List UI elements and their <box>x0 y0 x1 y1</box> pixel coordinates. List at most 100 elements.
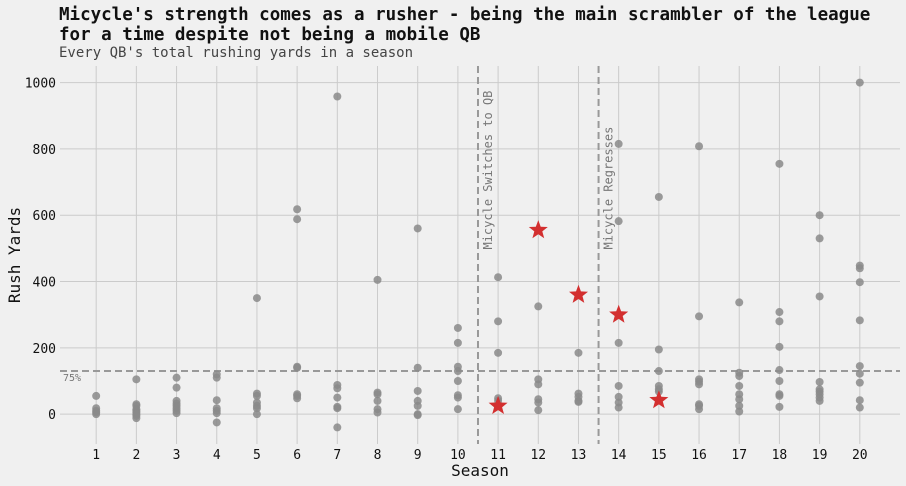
qb-season-point <box>92 410 101 419</box>
micycle-season-star <box>649 390 669 409</box>
qb-season-point <box>333 384 342 393</box>
qb-season-point <box>855 316 864 325</box>
qb-season-point <box>252 410 261 419</box>
qb-season-point <box>695 380 704 389</box>
event-annotation: Micycle Regresses <box>602 127 616 250</box>
qb-season-point <box>815 292 824 301</box>
qb-season-point <box>373 408 382 417</box>
qb-season-point <box>453 338 462 347</box>
qb-season-point <box>614 392 623 401</box>
qb-season-point <box>534 398 543 407</box>
y-tick-label: 600 <box>33 209 56 224</box>
qb-season-point <box>534 380 543 389</box>
y-axis-label: Rush Yards <box>5 207 24 303</box>
qb-season-point <box>815 234 824 243</box>
event-annotation: Micycle Switches to QB <box>481 91 495 250</box>
qb-season-point <box>574 348 583 357</box>
x-tick-label: 8 <box>374 448 382 463</box>
x-tick-label: 11 <box>490 448 506 463</box>
qb-season-point <box>775 366 784 375</box>
qb-season-point <box>453 323 462 332</box>
qb-season-point <box>132 414 141 423</box>
qb-season-point <box>775 377 784 385</box>
x-tick-label: 17 <box>731 448 747 463</box>
qb-season-point <box>333 92 342 101</box>
qb-season-point <box>614 403 623 412</box>
y-tick-label: 1000 <box>25 77 56 92</box>
x-tick-label: 16 <box>691 448 707 463</box>
qb-season-point <box>614 338 623 347</box>
qb-season-point <box>855 78 864 87</box>
qb-season-point <box>855 362 864 371</box>
qb-season-point <box>172 409 181 418</box>
qb-season-point <box>614 217 623 226</box>
qb-season-point <box>534 406 543 415</box>
qb-season-point <box>212 409 221 418</box>
qb-season-point <box>735 395 744 404</box>
qb-season-point <box>413 363 422 372</box>
qb-season-point <box>494 317 503 326</box>
qb-season-point <box>815 377 824 386</box>
qb-season-point <box>293 363 302 372</box>
qb-season-point <box>212 418 221 427</box>
x-tick-label: 18 <box>772 448 788 463</box>
qb-season-point <box>252 391 261 400</box>
qb-season-point <box>735 298 744 307</box>
qb-season-point <box>413 411 422 420</box>
y-tick-label: 200 <box>33 342 56 357</box>
x-tick-label: 4 <box>213 448 221 463</box>
x-tick-label: 1 <box>92 448 100 463</box>
qb-season-point <box>333 393 342 402</box>
qb-season-point <box>453 377 462 385</box>
x-tick-label: 12 <box>530 448 546 463</box>
qb-season-point <box>695 405 704 414</box>
qb-season-point <box>735 372 744 381</box>
x-tick-label: 14 <box>611 448 627 463</box>
qb-season-point <box>855 278 864 287</box>
qb-season-point <box>373 275 382 284</box>
y-tick-label: 400 <box>33 276 56 291</box>
qb-season-point <box>92 391 101 400</box>
x-tick-label: 6 <box>293 448 301 463</box>
percentile-75-label: 75% <box>63 373 81 384</box>
qb-season-point <box>735 401 744 410</box>
qb-season-point <box>413 224 422 233</box>
qb-season-point <box>614 381 623 390</box>
x-tick-label: 7 <box>333 448 341 463</box>
qb-season-point <box>614 139 623 148</box>
qb-season-point <box>855 403 864 412</box>
qb-season-point <box>654 345 663 354</box>
x-tick-label: 13 <box>571 448 587 463</box>
qb-season-point <box>574 397 583 406</box>
qb-season-point <box>373 390 382 399</box>
qb-season-point <box>775 391 784 400</box>
qb-season-point <box>333 404 342 413</box>
x-tick-label: 2 <box>132 448 140 463</box>
qb-season-point <box>494 273 503 282</box>
x-tick-label: 19 <box>812 448 828 463</box>
x-tick-label: 15 <box>651 448 667 463</box>
qb-season-point <box>172 383 181 392</box>
qb-season-point <box>132 375 141 384</box>
qb-season-point <box>172 373 181 382</box>
micycle-season-star <box>528 220 548 239</box>
qb-season-point <box>855 369 864 378</box>
qb-season-point <box>293 394 302 403</box>
x-tick-label: 9 <box>414 448 422 463</box>
qb-season-point <box>855 396 864 405</box>
y-tick-label: 800 <box>33 143 56 158</box>
qb-season-point <box>775 402 784 411</box>
qb-season-point <box>775 159 784 168</box>
qb-season-point <box>534 302 543 311</box>
qb-season-point <box>212 373 221 382</box>
x-tick-label: 10 <box>450 448 466 463</box>
qb-season-point <box>695 312 704 321</box>
qb-season-point <box>252 404 261 413</box>
qb-season-point <box>293 205 302 214</box>
qb-season-point <box>735 381 744 390</box>
qb-season-point <box>413 386 422 395</box>
qb-season-point <box>815 396 824 405</box>
qb-season-point <box>695 142 704 151</box>
